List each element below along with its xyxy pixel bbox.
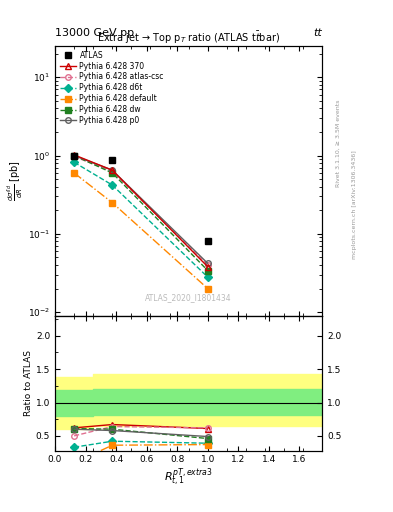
Text: Rivet 3.1.10, ≥ 3.5M events: Rivet 3.1.10, ≥ 3.5M events	[336, 100, 341, 187]
Y-axis label: $\frac{d\sigma^{fid}}{dR}$ [pb]: $\frac{d\sigma^{fid}}{dR}$ [pb]	[6, 160, 25, 201]
Line: Pythia 6.428 370: Pythia 6.428 370	[72, 152, 211, 269]
ATLAS	[206, 239, 210, 245]
Text: 13000 GeV pp: 13000 GeV pp	[55, 28, 134, 38]
Pythia 6.428 dw	[72, 153, 77, 159]
Pythia 6.428 atlas-csc	[110, 168, 115, 174]
Legend: ATLAS, Pythia 6.428 370, Pythia 6.428 atlas-csc, Pythia 6.428 d6t, Pythia 6.428 : ATLAS, Pythia 6.428 370, Pythia 6.428 at…	[58, 49, 165, 126]
Pythia 6.428 p0	[72, 153, 77, 159]
Title: Extra jet → Top p$_T$ ratio (ATLAS t$\bar{t}$bar): Extra jet → Top p$_T$ ratio (ATLAS t$\ba…	[97, 30, 280, 46]
Line: Pythia 6.428 dw: Pythia 6.428 dw	[72, 153, 211, 273]
Pythia 6.428 atlas-csc	[206, 262, 210, 268]
Line: Pythia 6.428 d6t: Pythia 6.428 d6t	[72, 160, 211, 280]
Line: ATLAS: ATLAS	[71, 152, 211, 245]
Line: Pythia 6.428 atlas-csc: Pythia 6.428 atlas-csc	[72, 154, 211, 268]
Text: mcplots.cern.ch [arXiv:1306.3436]: mcplots.cern.ch [arXiv:1306.3436]	[352, 151, 357, 259]
Pythia 6.428 d6t	[72, 159, 77, 165]
ATLAS	[110, 157, 115, 163]
Pythia 6.428 p0	[110, 167, 115, 173]
Pythia 6.428 dw	[206, 267, 210, 273]
Line: Pythia 6.428 default: Pythia 6.428 default	[72, 170, 211, 291]
Line: Pythia 6.428 p0: Pythia 6.428 p0	[72, 153, 211, 266]
Pythia 6.428 default	[110, 200, 115, 206]
ATLAS	[72, 153, 77, 159]
Pythia 6.428 p0	[206, 260, 210, 266]
Pythia 6.428 d6t	[110, 182, 115, 188]
Pythia 6.428 dw	[110, 170, 115, 176]
Pythia 6.428 370	[206, 264, 210, 270]
Pythia 6.428 atlas-csc	[72, 154, 77, 160]
Text: tt: tt	[314, 28, 322, 38]
Text: ATLAS_2020_I1801434: ATLAS_2020_I1801434	[145, 293, 232, 302]
Pythia 6.428 default	[206, 286, 210, 292]
Pythia 6.428 default	[72, 170, 77, 176]
Pythia 6.428 370	[72, 152, 77, 158]
Pythia 6.428 370	[110, 167, 115, 173]
Y-axis label: Ratio to ATLAS: Ratio to ATLAS	[24, 350, 33, 416]
Pythia 6.428 d6t	[206, 274, 210, 280]
X-axis label: $R_{t,1}^{pT,extra3}$: $R_{t,1}^{pT,extra3}$	[164, 467, 213, 489]
